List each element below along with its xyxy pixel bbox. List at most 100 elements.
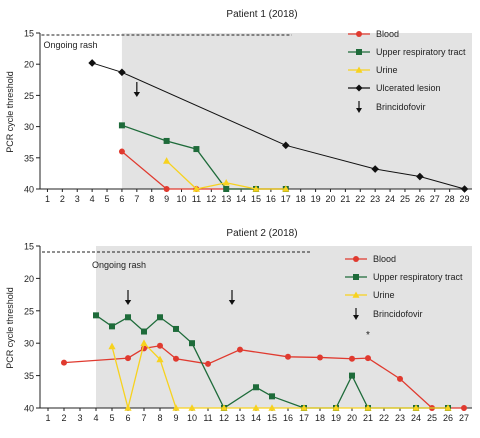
x-tick-label: 18 — [296, 194, 306, 204]
x-tick-label: 28 — [445, 194, 455, 204]
chart-patient-1: Patient 1 (2018) PCR cycle threshold Ong… — [5, 9, 473, 204]
data-point-ulcerated-lesion — [88, 59, 96, 67]
legend-marker-circle — [353, 256, 359, 262]
data-point-urine — [140, 339, 148, 346]
data-point-urine — [252, 404, 260, 411]
x-tick-label: 1 — [45, 194, 50, 204]
x-tick-label: 27 — [430, 194, 440, 204]
x-tick-label: 11 — [203, 413, 212, 423]
legend-label: Upper respiratory tract — [376, 47, 466, 57]
y-tick-label: 40 — [24, 404, 34, 414]
legend-item-urine: Urine — [348, 65, 398, 75]
x-tick-label: 23 — [370, 194, 380, 204]
data-point-upper-respiratory-tract — [109, 323, 115, 330]
legend-arrow-head — [353, 315, 359, 320]
legend-item-brincidofovir: Brincidofovir — [356, 101, 426, 113]
x-tick-label: 26 — [415, 194, 425, 204]
x-tick-label: 13 — [235, 413, 245, 423]
chart-title: Patient 2 (2018) — [226, 228, 297, 239]
data-point-urine — [300, 404, 308, 411]
x-tick-label: 21 — [340, 194, 350, 204]
x-tick-label: 3 — [75, 194, 80, 204]
brincidofovir-arrow-head — [228, 300, 236, 305]
data-point-blood — [205, 360, 211, 367]
x-tick-label: 24 — [385, 194, 395, 204]
legend-item-upper-respiratory-tract: Upper respiratory tract — [348, 47, 466, 57]
y-axis-label: PCR cycle threshold — [5, 71, 15, 153]
data-point-urine — [252, 185, 260, 192]
data-point-blood — [163, 186, 170, 192]
legend-label: Blood — [376, 29, 399, 39]
y-tick-label: 20 — [24, 274, 34, 284]
x-tick-label: 12 — [206, 194, 216, 204]
brincidofovir-arrow-head — [124, 300, 132, 305]
data-point-urine — [412, 404, 420, 411]
legend-label: Brincidofovir — [376, 102, 426, 112]
data-point-upper-respiratory-tract — [193, 146, 200, 153]
x-tick-label: 14 — [251, 413, 261, 423]
x-tick-label: 7 — [134, 194, 139, 204]
y-tick-label: 35 — [24, 371, 34, 381]
data-point-urine — [268, 404, 276, 411]
x-tick-label: 17 — [281, 194, 291, 204]
data-point-urine — [222, 178, 230, 186]
data-point-urine — [156, 355, 164, 363]
x-tick-label: 11 — [192, 194, 201, 204]
x-tick-label: 22 — [355, 194, 365, 204]
data-point-upper-respiratory-tract — [141, 328, 147, 335]
data-point-urine — [188, 404, 196, 411]
legend-marker-circle — [356, 31, 362, 37]
data-point-blood — [125, 355, 131, 362]
x-tick-label: 23 — [395, 413, 405, 423]
legend-item-blood: Blood — [345, 254, 396, 264]
data-point-blood — [349, 355, 355, 362]
x-tick-label: 20 — [347, 413, 357, 423]
x-tick-label: 19 — [331, 413, 341, 423]
legend-item-upper-respiratory-tract: Upper respiratory tract — [345, 272, 463, 282]
x-tick-label: 10 — [177, 194, 187, 204]
x-tick-label: 14 — [236, 194, 246, 204]
chart-patient-2: Patient 2 (2018) PCR cycle threshold Ong… — [5, 228, 472, 423]
x-tick-label: 22 — [379, 413, 389, 423]
data-point-ulcerated-lesion — [460, 185, 469, 193]
rash-label: Ongoing rash — [43, 40, 97, 50]
legend-label: Urine — [376, 65, 398, 75]
x-tick-label: 20 — [325, 194, 335, 204]
data-point-urine — [192, 185, 201, 192]
data-point-blood — [365, 355, 371, 362]
x-tick-label: 3 — [77, 413, 82, 423]
legend-label: Upper respiratory tract — [373, 272, 463, 282]
x-tick-label: 5 — [105, 194, 110, 204]
legend-arrow-head — [356, 108, 362, 113]
x-tick-label: 4 — [90, 194, 95, 204]
star-annotation: * — [366, 330, 370, 341]
legend: Blood Upper respiratory tract Urine Ulce… — [348, 29, 466, 113]
data-point-blood — [461, 405, 467, 411]
data-point-urine — [172, 404, 180, 411]
legend-label: Urine — [373, 290, 395, 300]
y-tick-label: 25 — [24, 306, 34, 316]
x-tick-label: 8 — [157, 413, 162, 423]
x-tick-label: 26 — [443, 413, 453, 423]
brincidofovir-arrow-head — [133, 92, 141, 97]
series-line-upper-respiratory-tract — [95, 314, 448, 409]
y-tick-label: 30 — [24, 339, 34, 349]
legend-marker-diamond — [355, 84, 363, 92]
data-point-upper-respiratory-tract — [253, 384, 259, 391]
data-point-urine — [124, 404, 132, 411]
data-point-ulcerated-lesion — [281, 141, 290, 150]
x-tick-label: 8 — [149, 194, 154, 204]
x-tick-label: 15 — [267, 413, 277, 423]
x-tick-label: 12 — [219, 413, 229, 423]
legend-label: Brincidofovir — [373, 309, 423, 319]
data-point-urine — [220, 404, 228, 411]
legend-label: Ulcerated lesion — [376, 83, 441, 93]
y-tick-label: 25 — [24, 91, 34, 101]
data-point-blood — [317, 354, 323, 361]
data-point-upper-respiratory-tract — [157, 314, 163, 321]
legend: Blood Upper respiratory tract Urine Brin… — [345, 254, 463, 320]
x-tick-label: 25 — [400, 194, 410, 204]
data-point-blood — [118, 148, 125, 155]
series-group — [88, 59, 469, 193]
brincidofovir-arrows — [133, 82, 141, 97]
